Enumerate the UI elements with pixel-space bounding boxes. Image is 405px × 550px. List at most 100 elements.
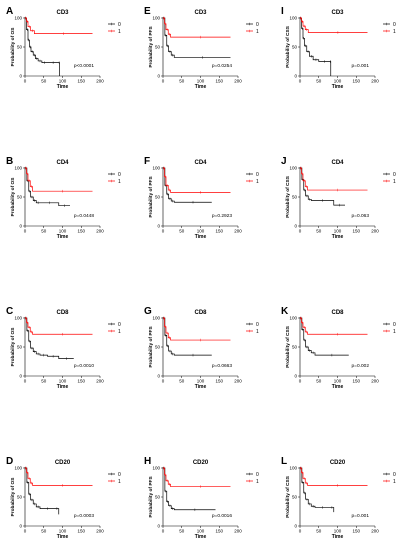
x-tick-label: 200 bbox=[96, 79, 104, 84]
y-axis-label: Probability of PFS bbox=[148, 176, 154, 218]
x-tick-label: 100 bbox=[334, 379, 342, 384]
x-axis-label: Time bbox=[332, 84, 344, 90]
legend-label: 1 bbox=[118, 329, 121, 335]
panel-letter: A bbox=[6, 6, 13, 17]
y-tick-label: 100 bbox=[289, 466, 297, 471]
panel-title: CD4 bbox=[56, 160, 69, 166]
panel-letter: K bbox=[281, 306, 289, 317]
y-tick-label: 0 bbox=[19, 224, 22, 229]
y-tick-label: 100 bbox=[152, 316, 160, 321]
x-tick-label: 0 bbox=[299, 79, 302, 84]
x-tick-label: 150 bbox=[215, 529, 223, 534]
y-tick-label: 100 bbox=[289, 316, 297, 321]
x-tick-label: 200 bbox=[234, 379, 242, 384]
legend-label: 0 bbox=[118, 472, 121, 478]
x-tick-label: 100 bbox=[334, 529, 342, 534]
y-tick-label: 50 bbox=[17, 495, 23, 500]
x-tick-label: 0 bbox=[299, 379, 302, 384]
legend-label: 1 bbox=[256, 329, 259, 335]
panel-title: CD4 bbox=[331, 160, 344, 166]
panel-title: CD8 bbox=[194, 310, 207, 316]
panel-title: CD4 bbox=[194, 160, 207, 166]
y-tick-label: 100 bbox=[14, 16, 22, 21]
legend-label: 0 bbox=[256, 172, 259, 178]
y-axis-label: Probability of PFS bbox=[148, 326, 154, 368]
x-tick-label: 50 bbox=[316, 379, 322, 384]
x-tick-label: 200 bbox=[371, 529, 379, 534]
series-line-0 bbox=[300, 317, 349, 356]
y-tick-label: 0 bbox=[157, 224, 160, 229]
x-tick-label: 200 bbox=[234, 79, 242, 84]
series-line-1 bbox=[163, 167, 231, 193]
legend-label: 0 bbox=[118, 172, 121, 178]
series-line-0 bbox=[163, 317, 212, 356]
x-tick-label: 50 bbox=[316, 79, 322, 84]
x-tick-label: 0 bbox=[162, 529, 165, 534]
y-tick-label: 50 bbox=[292, 495, 298, 500]
x-tick-label: 0 bbox=[162, 229, 165, 234]
x-tick-label: 150 bbox=[215, 379, 223, 384]
y-tick-label: 0 bbox=[294, 74, 297, 79]
x-tick-label: 150 bbox=[77, 79, 85, 84]
panel-c: C CD8 0 50 100 0 50 100 150 200 Time Probability of… bbox=[6, 306, 121, 390]
series-line-1 bbox=[163, 467, 231, 487]
series-line-1 bbox=[300, 17, 368, 33]
x-tick-label: 50 bbox=[179, 79, 185, 84]
y-tick-label: 100 bbox=[152, 166, 160, 171]
x-tick-label: 50 bbox=[316, 529, 322, 534]
y-axis-label: Probability of CSS bbox=[285, 25, 291, 68]
x-tick-label: 0 bbox=[24, 79, 27, 84]
series-line-1 bbox=[25, 17, 93, 35]
panel-title: CD20 bbox=[330, 460, 346, 466]
x-axis-label: Time bbox=[57, 234, 69, 240]
x-axis-label: Time bbox=[57, 384, 69, 390]
y-axis-label: Probability of OS bbox=[10, 27, 16, 67]
legend-label: 0 bbox=[393, 322, 396, 328]
panel-b: B CD4 0 50 100 0 50 100 150 200 Time Probability of… bbox=[6, 156, 121, 240]
legend-label: 1 bbox=[256, 479, 259, 485]
panel-letter: F bbox=[144, 156, 150, 167]
panel-g: G CD8 0 50 100 0 50 100 150 200 Time Probability of… bbox=[144, 306, 259, 390]
x-tick-label: 100 bbox=[334, 229, 342, 234]
series-line-0 bbox=[300, 17, 332, 76]
x-axis-label: Time bbox=[332, 234, 344, 240]
y-tick-label: 0 bbox=[19, 524, 22, 529]
y-tick-label: 50 bbox=[155, 195, 161, 200]
x-tick-label: 100 bbox=[59, 379, 67, 384]
x-axis-label: Time bbox=[195, 234, 207, 240]
legend-label: 1 bbox=[118, 29, 121, 35]
panel-l: L CD20 0 50 100 0 50 100 150 200 Time Probability o… bbox=[281, 456, 396, 540]
x-axis-label: Time bbox=[195, 384, 207, 390]
panel-letter: J bbox=[281, 156, 287, 167]
p-value: p=0.001 bbox=[352, 513, 370, 519]
p-value: p=0.0003 bbox=[74, 513, 94, 519]
series-line-1 bbox=[25, 167, 93, 192]
x-tick-label: 150 bbox=[352, 229, 360, 234]
x-tick-label: 200 bbox=[371, 229, 379, 234]
y-tick-label: 0 bbox=[19, 374, 22, 379]
x-tick-label: 100 bbox=[334, 79, 342, 84]
legend-label: 0 bbox=[256, 472, 259, 478]
series-line-1 bbox=[163, 17, 231, 38]
y-tick-label: 50 bbox=[292, 345, 298, 350]
y-tick-label: 50 bbox=[292, 45, 298, 50]
y-axis-label: Probability of PFS bbox=[148, 26, 154, 68]
x-tick-label: 50 bbox=[179, 229, 185, 234]
legend-label: 1 bbox=[393, 479, 396, 485]
series-line-1 bbox=[163, 317, 231, 341]
series-line-0 bbox=[25, 467, 60, 515]
p-value: p=0.0010 bbox=[74, 363, 94, 369]
series-line-0 bbox=[300, 467, 335, 513]
panel-letter: L bbox=[281, 456, 287, 467]
panel-letter: C bbox=[6, 306, 13, 317]
series-line-1 bbox=[25, 317, 93, 335]
y-tick-label: 50 bbox=[17, 345, 23, 350]
legend-label: 0 bbox=[393, 172, 396, 178]
legend-label: 1 bbox=[393, 329, 396, 335]
x-tick-label: 100 bbox=[197, 79, 205, 84]
y-tick-label: 100 bbox=[289, 166, 297, 171]
panel-e: E CD3 0 50 100 0 50 100 150 200 Time Probability of… bbox=[144, 6, 259, 90]
legend-label: 0 bbox=[118, 322, 121, 328]
legend-label: 1 bbox=[393, 29, 396, 35]
y-tick-label: 50 bbox=[155, 495, 161, 500]
